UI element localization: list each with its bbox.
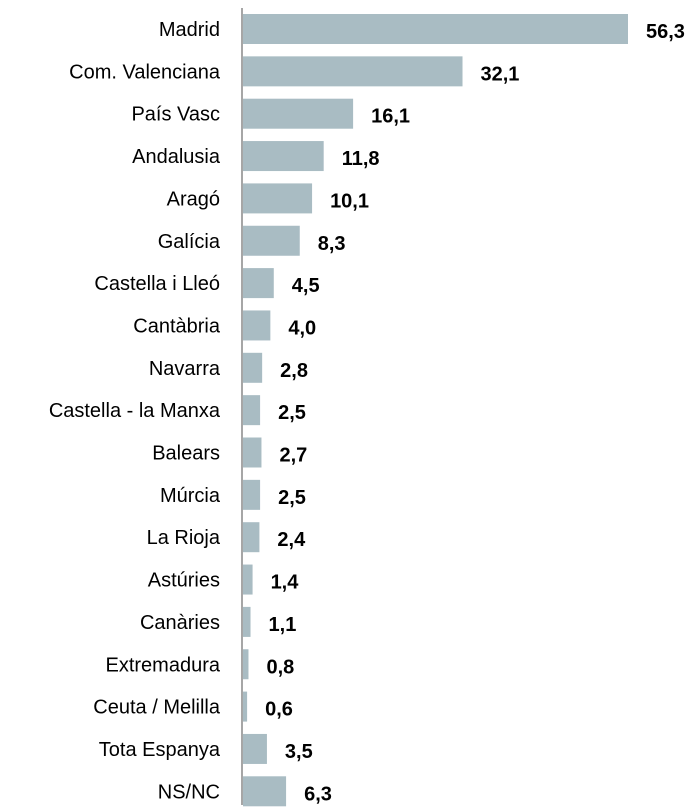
category-label: Canàries xyxy=(140,612,220,634)
category-label: Madrid xyxy=(159,19,220,41)
category-label: La Rioja xyxy=(147,527,221,549)
value-label: 16,1 xyxy=(371,106,410,128)
bar xyxy=(243,56,463,87)
value-label: 11,8 xyxy=(342,148,380,170)
value-label: 2,5 xyxy=(278,487,306,509)
category-label: Aragó xyxy=(167,188,220,210)
bar xyxy=(243,183,313,214)
value-label: 2,8 xyxy=(280,360,308,382)
value-label: 4,5 xyxy=(292,275,320,297)
bar xyxy=(243,606,251,637)
category-label: Ceuta / Melilla xyxy=(93,697,221,719)
value-label: 0,6 xyxy=(265,699,293,721)
value-label: 1,1 xyxy=(269,614,297,636)
category-label: País Vasc xyxy=(131,104,220,126)
value-label: 2,4 xyxy=(277,529,306,551)
category-label: Castella - la Manxa xyxy=(49,400,221,422)
category-label: Com. Valenciana xyxy=(69,61,221,83)
bar xyxy=(243,691,248,722)
bar xyxy=(243,141,324,172)
value-label: 1,4 xyxy=(271,572,300,594)
value-label: 4,0 xyxy=(288,317,316,339)
value-label: 56,3 xyxy=(646,21,685,43)
value-labels-layer: 56,3 32,1 16,1 11,8 10,1 8,3 4,5 4,0 2,8 2,5 2,7 2,… xyxy=(265,21,685,805)
category-labels-layer: Madrid Com. Valenciana País Vasc Andalusia A… xyxy=(49,19,221,803)
value-label: 10,1 xyxy=(330,190,369,212)
category-label: Castella i Lleó xyxy=(94,273,220,295)
value-label: 2,7 xyxy=(279,445,307,467)
bar xyxy=(243,14,628,44)
value-label: 0,8 xyxy=(266,656,294,678)
bar xyxy=(243,564,253,595)
category-label: Extremadura xyxy=(106,654,221,676)
bar xyxy=(243,437,262,468)
value-label: 6,3 xyxy=(304,783,332,805)
bar xyxy=(243,776,287,807)
bar xyxy=(243,310,271,341)
bar xyxy=(243,225,300,256)
category-label: Tota Espanya xyxy=(99,739,221,761)
bar xyxy=(243,733,267,764)
value-label: 32,1 xyxy=(481,63,520,85)
category-label: Galícia xyxy=(158,231,221,253)
bar xyxy=(243,479,261,510)
bar xyxy=(243,395,261,426)
bar xyxy=(243,98,354,129)
category-label: Astúries xyxy=(148,570,220,592)
bar xyxy=(243,522,260,553)
bars-layer xyxy=(243,14,628,807)
bar xyxy=(243,268,274,299)
category-label: Balears xyxy=(152,443,220,465)
category-label: Andalusia xyxy=(132,146,221,168)
bar xyxy=(243,352,263,383)
bar xyxy=(243,649,249,680)
value-label: 2,5 xyxy=(278,402,306,424)
category-label: Múrcia xyxy=(160,485,221,507)
value-label: 3,5 xyxy=(285,741,313,763)
value-label: 8,3 xyxy=(318,233,346,255)
category-label: Navarra xyxy=(149,358,221,380)
category-label: Cantàbria xyxy=(133,315,221,337)
category-label: NS/NC xyxy=(158,781,220,803)
